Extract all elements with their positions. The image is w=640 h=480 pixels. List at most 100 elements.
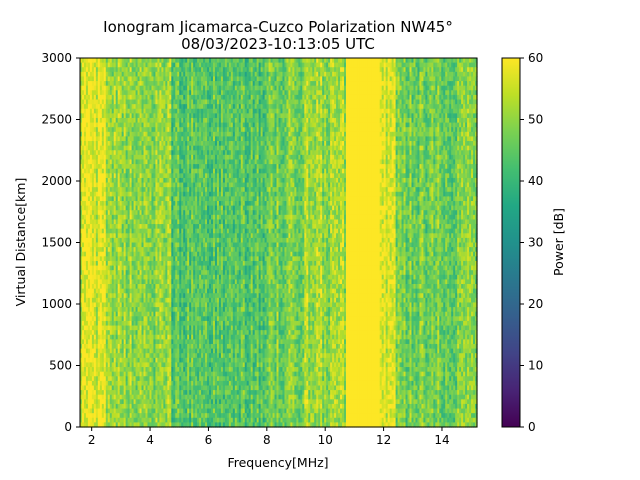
heatmap-cell [127, 288, 131, 294]
heatmap-cell [107, 353, 111, 359]
heatmap-cell [113, 265, 117, 271]
heatmap-cell [127, 145, 131, 151]
heatmap-cell [127, 362, 131, 368]
heatmap-cell [135, 307, 139, 313]
heatmap-cell [85, 242, 89, 248]
heatmap-cell [131, 85, 135, 91]
heatmap-cell [137, 58, 141, 64]
heatmap-cell [95, 177, 99, 184]
heatmap-cell [133, 302, 137, 308]
heatmap-cell [119, 200, 123, 207]
heatmap-cell [83, 136, 87, 142]
heatmap-cell [101, 408, 105, 414]
heatmap-cell [119, 131, 123, 138]
heatmap-cell [89, 279, 93, 285]
heatmap-cell [117, 284, 121, 290]
heatmap-cell [91, 417, 95, 423]
heatmap-cell [93, 205, 97, 211]
heatmap-cell [89, 247, 93, 253]
heatmap-cell [129, 325, 133, 331]
heatmap-cell [127, 131, 131, 138]
heatmap-cell [83, 191, 87, 197]
heatmap-cell [123, 302, 127, 308]
heatmap-cell [135, 362, 139, 368]
heatmap-cell [85, 302, 89, 308]
heatmap-cell [121, 385, 125, 391]
heatmap-cell [81, 228, 85, 234]
heatmap-cell [123, 182, 127, 188]
heatmap-cell [121, 325, 125, 331]
heatmap-cell [101, 394, 105, 400]
heatmap-cell [127, 127, 131, 133]
heatmap-cell [127, 154, 131, 161]
heatmap-cell [117, 237, 121, 244]
heatmap-cell [131, 371, 135, 377]
heatmap-cell [107, 71, 111, 78]
heatmap-cell [101, 196, 105, 202]
heatmap-cell [127, 307, 131, 313]
heatmap-cell [125, 362, 129, 368]
heatmap-cell [109, 408, 113, 414]
heatmap-cell [97, 265, 101, 271]
heatmap-cell [95, 334, 99, 340]
heatmap-cell [91, 177, 95, 184]
heatmap-cell [113, 284, 117, 290]
heatmap-cell [81, 99, 85, 105]
heatmap-cell [97, 173, 101, 179]
heatmap-cell [127, 67, 131, 73]
heatmap-cell [105, 242, 109, 248]
heatmap-cell [123, 145, 127, 151]
heatmap-cell [83, 367, 87, 373]
heatmap-cell [127, 302, 131, 308]
heatmap-cell [131, 422, 135, 428]
heatmap-cell [91, 196, 95, 202]
heatmap-cell [93, 353, 97, 359]
heatmap-cell [109, 353, 113, 359]
heatmap-cell [93, 131, 97, 138]
heatmap-cell [125, 297, 129, 304]
heatmap-cell [97, 94, 101, 101]
heatmap-cell [91, 117, 95, 124]
heatmap-cell [83, 242, 87, 248]
heatmap-cell [83, 399, 87, 405]
chart-title: Ionogram Jicamarca-Cuzco Polarization NW… [103, 18, 453, 36]
heatmap-cell [83, 413, 87, 419]
heatmap-cell [133, 182, 137, 188]
heatmap-cell [99, 76, 103, 82]
heatmap-cell [111, 417, 115, 423]
heatmap-cell [80, 422, 83, 428]
heatmap-cell [101, 270, 105, 276]
heatmap-cell [109, 99, 113, 105]
heatmap-cell [91, 343, 95, 350]
heatmap-cell [117, 67, 121, 73]
heatmap-cell [85, 122, 89, 128]
heatmap-cell [113, 394, 117, 400]
heatmap-cell [131, 200, 135, 207]
heatmap-cell [93, 284, 97, 290]
heatmap-cell [107, 214, 111, 221]
heatmap-cell [121, 214, 125, 221]
heatmap-cell [93, 150, 97, 156]
heatmap-cell [85, 67, 89, 73]
heatmap-cell [123, 67, 127, 73]
heatmap-cell [109, 94, 113, 101]
heatmap-cell [97, 339, 101, 345]
heatmap-cell [91, 362, 95, 368]
heatmap-cell [127, 417, 131, 423]
heatmap-cell [131, 376, 135, 382]
heatmap-cell [131, 131, 135, 138]
heatmap-cell [89, 408, 93, 414]
heatmap-cell [101, 173, 105, 179]
heatmap-cell [111, 270, 115, 276]
heatmap-cell [109, 302, 113, 308]
heatmap-cell [127, 357, 131, 364]
heatmap-cell [135, 219, 139, 225]
heatmap-cell [125, 279, 129, 285]
heatmap-cell [137, 71, 141, 78]
heatmap-cell [127, 108, 131, 114]
heatmap-cell [99, 94, 103, 101]
heatmap-cell [133, 297, 137, 304]
heatmap-cell [115, 302, 119, 308]
heatmap-cell [85, 113, 89, 119]
heatmap-cell [81, 265, 85, 271]
